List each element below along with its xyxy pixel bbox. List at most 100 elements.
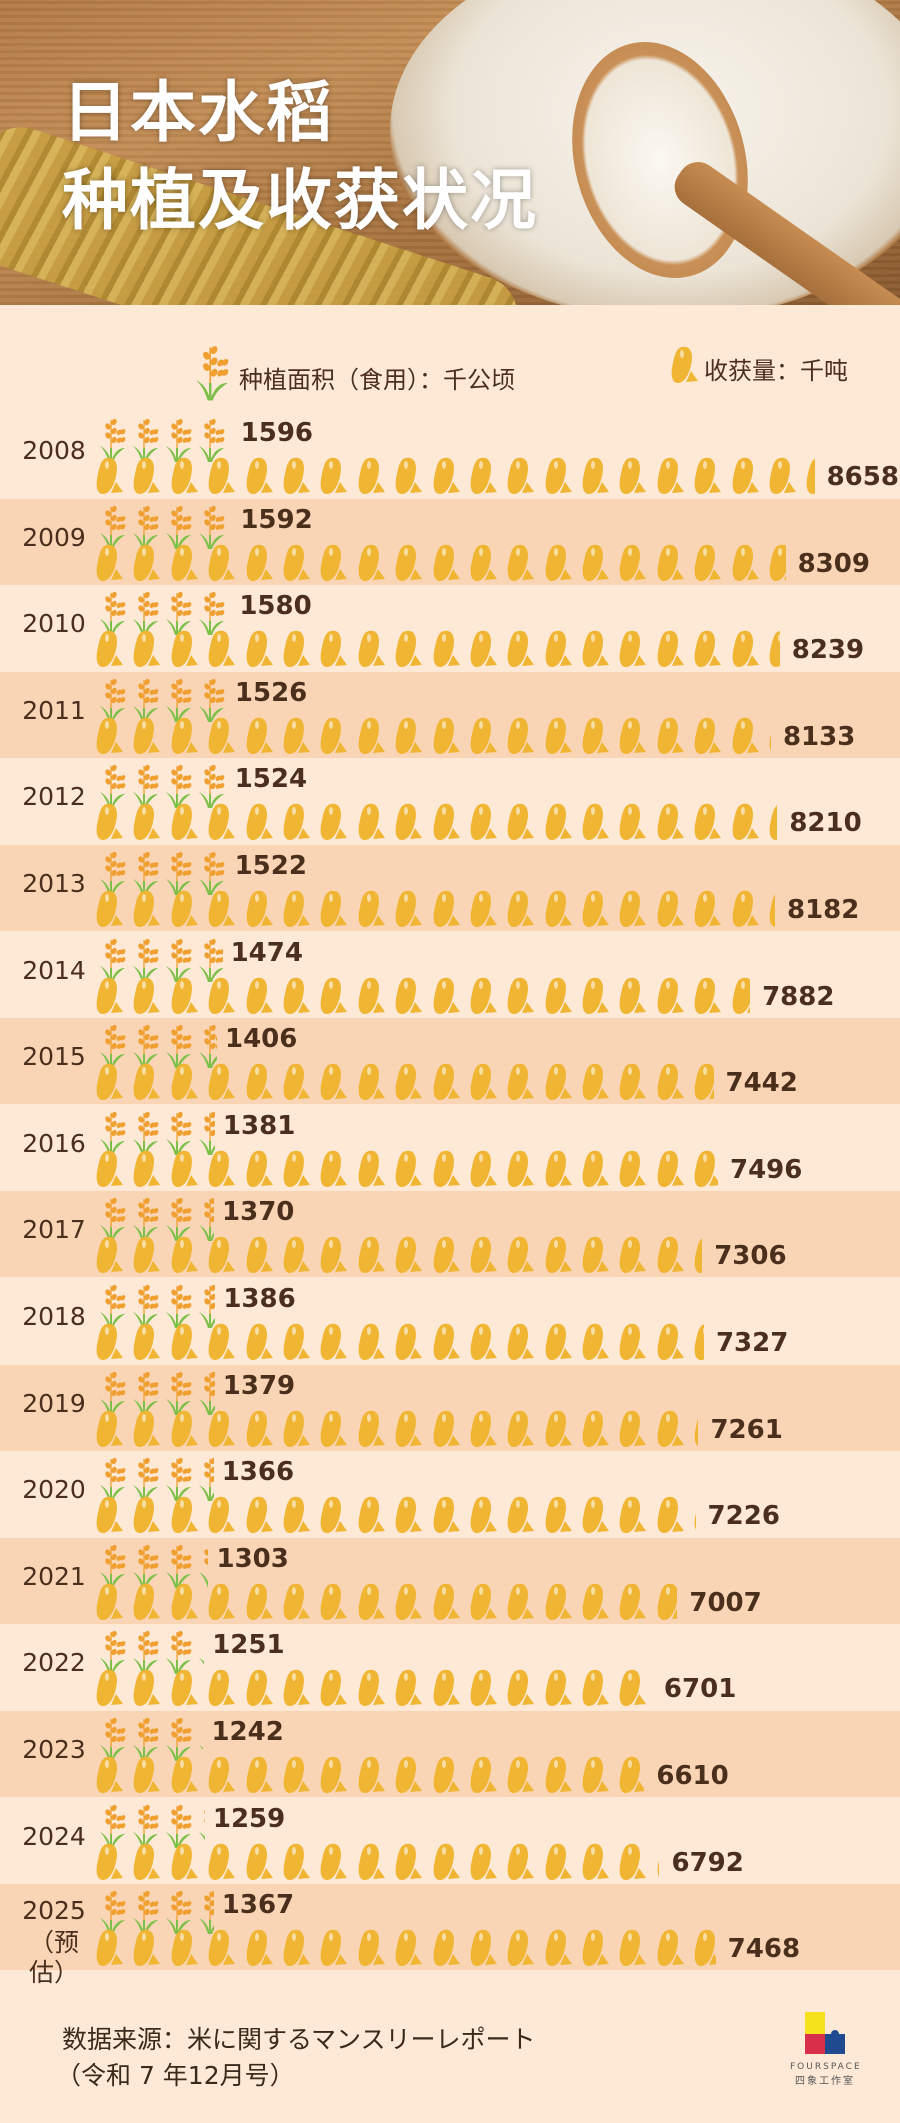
- rice-grain-icon: [506, 1928, 543, 1968]
- harvest-icons: [95, 889, 775, 929]
- harvest-value: 6610: [656, 1761, 729, 1791]
- rice-grain-icon: [469, 1409, 506, 1449]
- rice-grain-icon: [432, 1062, 469, 1102]
- rice-grain-icon: [170, 889, 207, 929]
- rice-grain-icon: [132, 543, 169, 583]
- year-label: 2023: [22, 1735, 86, 1764]
- rice-grain-icon: [319, 1582, 356, 1622]
- rice-grain-icon: [469, 1928, 506, 1968]
- rice-grain-icon: [693, 889, 730, 929]
- header-banner: 日本水稻 种植及收获状况: [0, 0, 900, 305]
- rice-grain-icon: [132, 1582, 169, 1622]
- rice-grain-icon: [319, 1842, 356, 1882]
- chart-row-2015: 2015 1406 7442: [0, 1018, 900, 1105]
- rice-grain-icon: [469, 802, 506, 842]
- area-value: 1596: [240, 418, 314, 448]
- rice-grain-icon: [319, 1062, 356, 1102]
- rice-grain-icon: [207, 1149, 244, 1189]
- rice-grain-icon: [282, 1755, 319, 1795]
- rice-grain-icon: [656, 1062, 693, 1102]
- rice-grain-icon: [95, 629, 132, 669]
- rice-plant-icon: [194, 1717, 204, 1763]
- rice-grain-icon: [693, 1928, 716, 1968]
- rice-grain-icon: [581, 629, 618, 669]
- rice-grain-icon: [656, 1149, 693, 1189]
- rice-grain-icon: [506, 1495, 543, 1535]
- harvest-icons: [95, 1322, 704, 1362]
- rice-grain-icon: [469, 456, 506, 496]
- rice-grain-icon: [170, 1409, 207, 1449]
- rice-grain-icon: [618, 976, 655, 1016]
- rice-grain-icon: [805, 456, 815, 496]
- rice-grain-icon: [207, 976, 244, 1016]
- rice-grain-icon: [693, 802, 730, 842]
- area-value: 1406: [224, 1024, 298, 1055]
- rice-grain-icon: [357, 543, 394, 583]
- chart-row-2025: 2025 （预估） 1367 7468: [0, 1884, 900, 1987]
- rice-grain-icon: [357, 1322, 394, 1362]
- rice-grain-icon: [506, 1582, 543, 1622]
- rice-grain-icon: [282, 1062, 319, 1102]
- chart-row-2017: 2017 1370 7306: [0, 1191, 900, 1278]
- year-label: 2013: [22, 869, 86, 898]
- chart-row-2008: 2008 1596 8658: [0, 412, 900, 498]
- rice-grain-icon: [544, 1409, 581, 1449]
- rice-grain-icon: [245, 1582, 282, 1622]
- rice-plant-icon: [195, 345, 233, 409]
- rice-grain-icon: [469, 1842, 506, 1882]
- rice-grain-icon: [95, 1928, 132, 1968]
- area-value: 1381: [222, 1110, 296, 1141]
- rice-grain-icon: [95, 716, 132, 756]
- rice-grain-icon: [618, 802, 655, 842]
- rice-grain-icon: [207, 1755, 244, 1795]
- rice-grain-icon: [768, 456, 805, 496]
- rice-grain-icon: [357, 1755, 394, 1795]
- rice-grain-icon: [506, 1755, 543, 1795]
- year-label: 2009: [22, 522, 86, 552]
- fourspace-logo: FOURSPACE 四象工作室: [790, 2010, 860, 2087]
- rice-grain-icon: [95, 1842, 132, 1882]
- rice-grain-icon: [170, 1235, 207, 1275]
- rice-plant-icon: [194, 418, 227, 464]
- rice-plant-icon: [194, 1890, 214, 1936]
- rice-grain-icon: [618, 1495, 655, 1535]
- rice-grain-icon: [245, 1062, 282, 1102]
- rice-plant-icon: [194, 1630, 205, 1676]
- rice-grain-icon: [469, 1668, 506, 1708]
- rice-grain-icon: [170, 1582, 207, 1622]
- rice-grain-icon: [731, 889, 768, 929]
- rice-grain-icon: [432, 1495, 469, 1535]
- harvest-icons: [95, 543, 786, 583]
- rice-grain-icon: [506, 1322, 543, 1362]
- rice-grain-icon: [319, 456, 356, 496]
- chart-row-2020: 2020 1366 7226: [0, 1451, 900, 1537]
- rice-grain-icon: [95, 1149, 132, 1189]
- rice-grain-icon: [319, 1322, 356, 1362]
- rice-grain-icon: [469, 1582, 506, 1622]
- rice-grain-icon: [693, 1322, 704, 1362]
- rice-grain-icon: [170, 1928, 207, 1968]
- chart-row-2010: 2010 1580 8239: [0, 585, 900, 671]
- rice-grain-icon: [656, 1409, 693, 1449]
- rice-grain-icon: [394, 889, 431, 929]
- harvest-icons: [95, 1842, 660, 1882]
- rice-grain-icon: [469, 629, 506, 669]
- rice-grain-icon: [506, 716, 543, 756]
- rice-grain-icon: [95, 1495, 132, 1535]
- year-label: 2015: [22, 1042, 86, 1072]
- rice-grain-icon: [731, 456, 768, 496]
- rice-grain-icon: [95, 976, 132, 1016]
- year-label: 2012: [22, 782, 86, 812]
- rice-grain-icon: [432, 716, 469, 756]
- rice-grain-icon: [693, 1062, 714, 1102]
- rice-grain-icon: [357, 629, 394, 669]
- rice-grain-icon: [731, 976, 751, 1016]
- rice-grain-icon: [319, 976, 356, 1016]
- rice-grain-icon: [693, 1235, 703, 1275]
- rice-grain-icon: [618, 716, 655, 756]
- rice-grain-icon: [618, 1928, 655, 1968]
- rice-grain-icon: [170, 543, 207, 583]
- area-icons: [95, 1457, 214, 1503]
- rice-grain-icon: [432, 889, 469, 929]
- area-value: 1251: [212, 1630, 285, 1661]
